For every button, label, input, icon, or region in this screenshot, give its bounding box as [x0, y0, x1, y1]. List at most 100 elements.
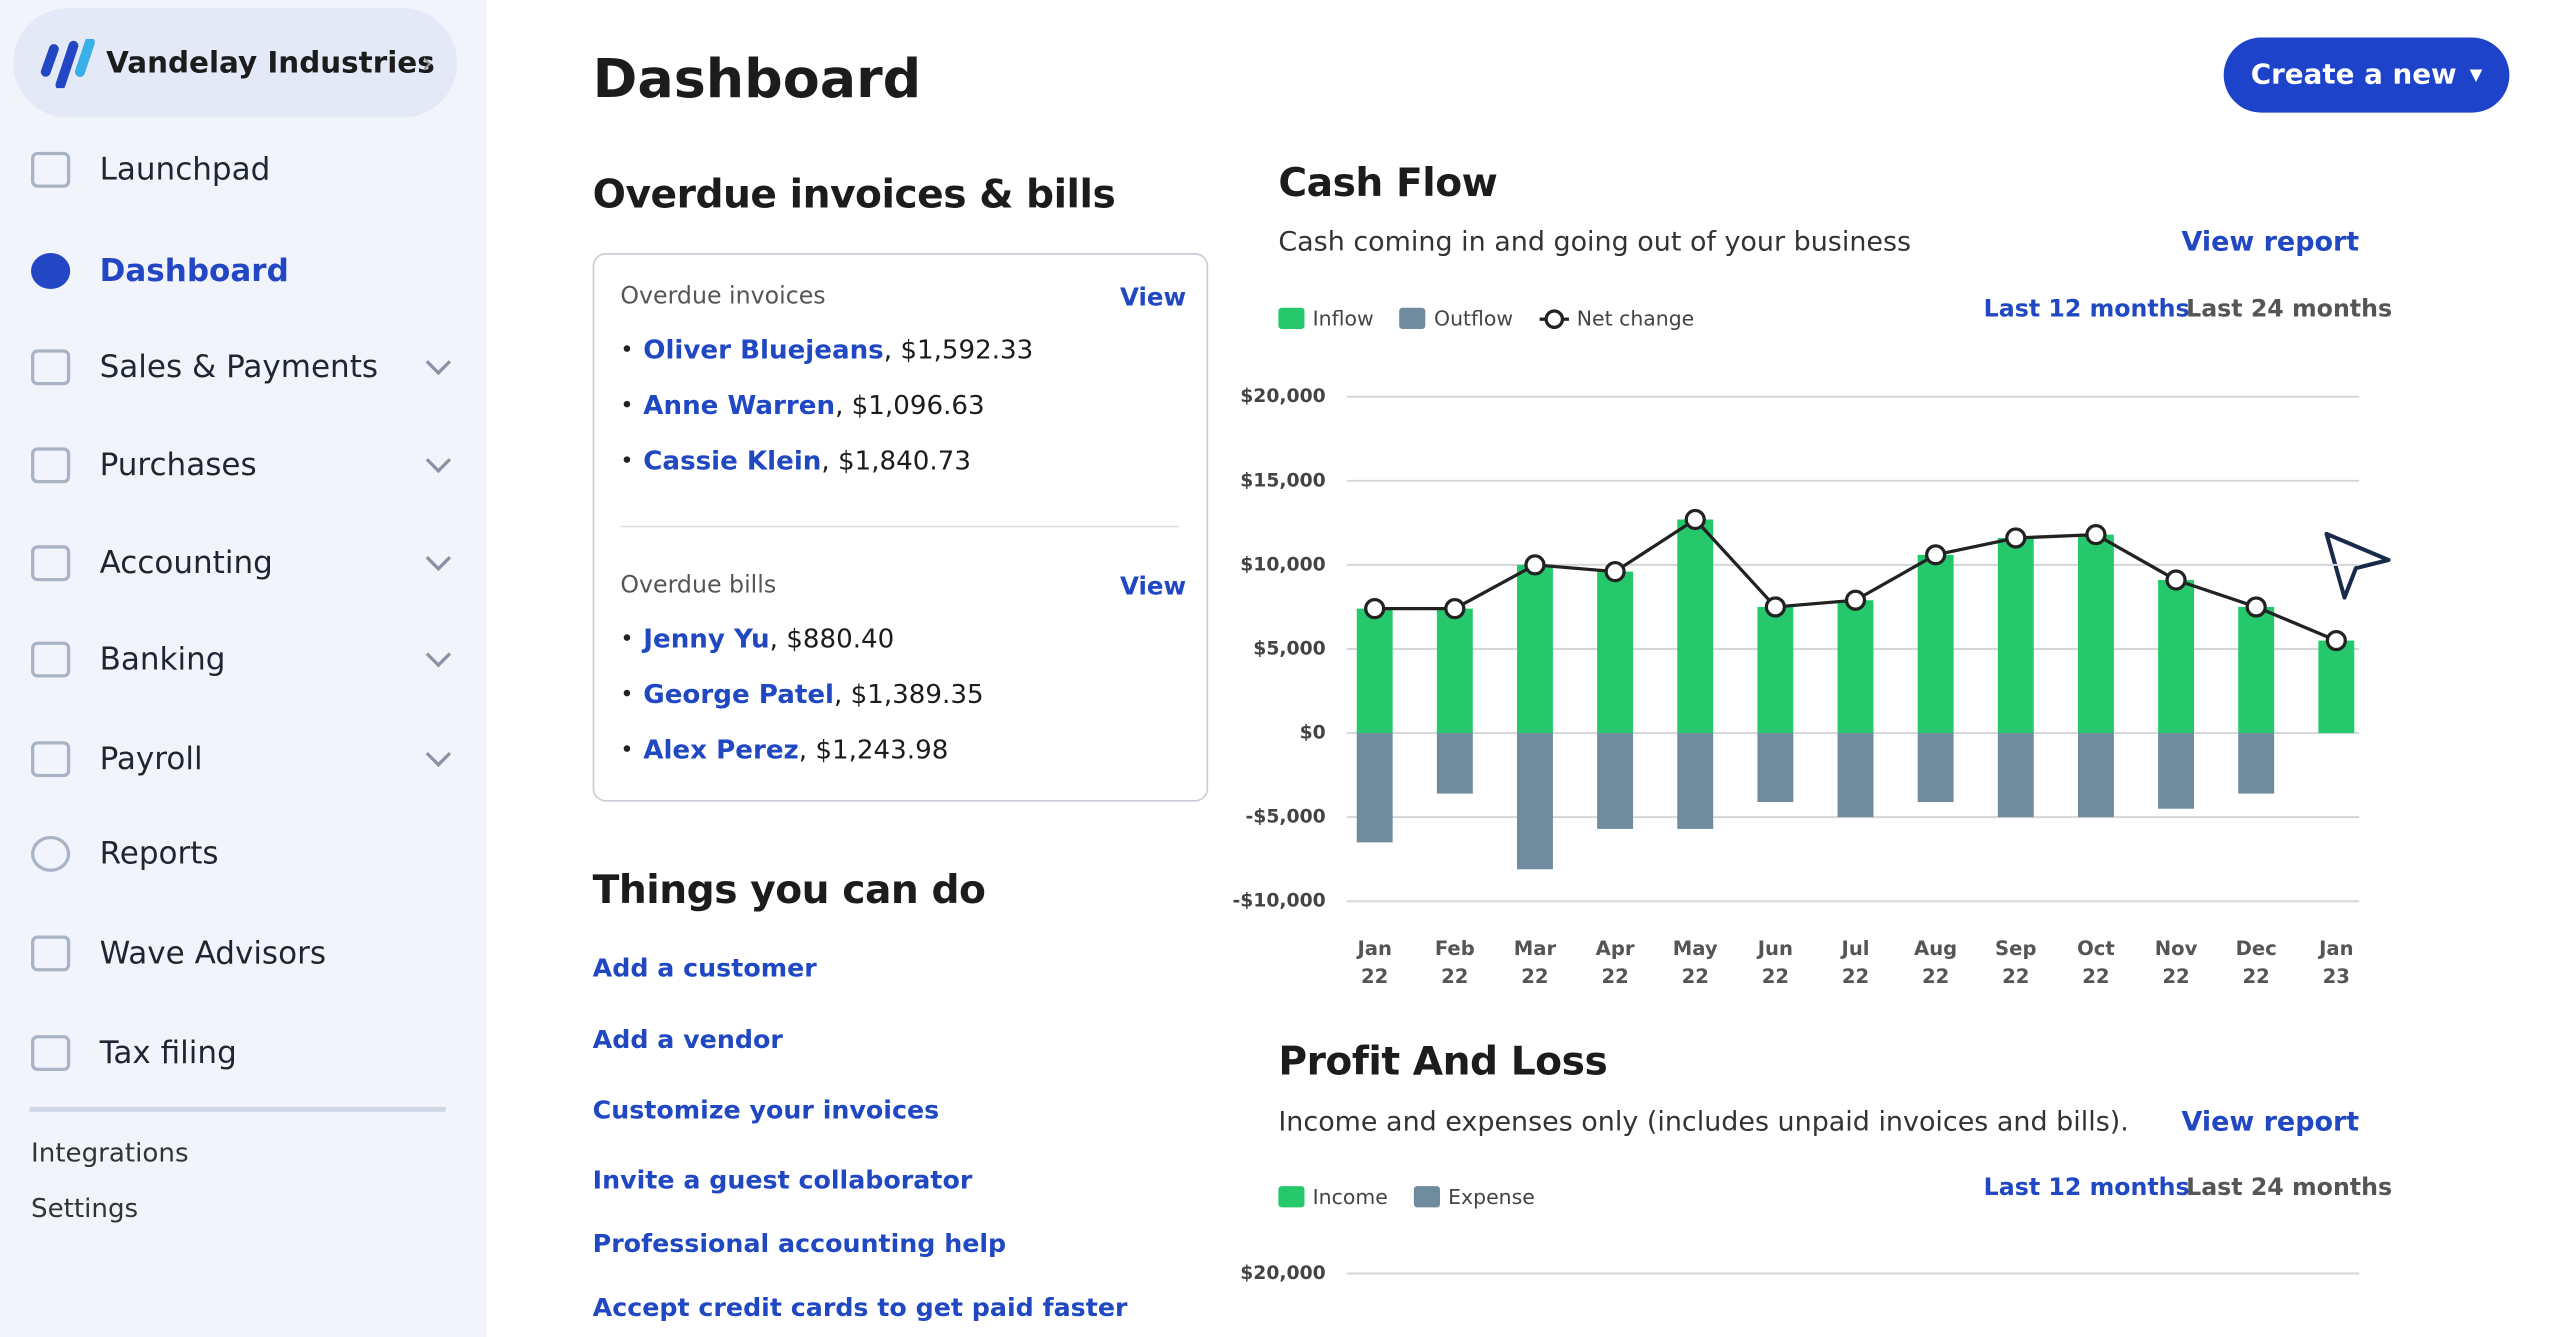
view-report[interactable]: View report — [2181, 226, 2360, 258]
view-link[interactable]: View — [1120, 282, 1187, 312]
bar — [1436, 733, 1473, 794]
x-tick-label: May 22 — [1672, 937, 1718, 988]
legend-swatch — [1278, 307, 1305, 329]
overdue-item: Alex Perez, $1,243.98 — [620, 734, 948, 765]
contact-link[interactable]: Jenny Yu — [643, 622, 770, 654]
bullet — [623, 634, 631, 641]
bullet — [623, 456, 631, 463]
nav-icon — [31, 151, 71, 188]
contact-link[interactable]: Cassie Klein — [643, 444, 822, 476]
bar — [1757, 733, 1794, 803]
bullet — [623, 345, 631, 352]
divider — [620, 525, 1179, 528]
nav-item[interactable]: Payroll — [99, 741, 203, 778]
range-option[interactable]: Last 12 months — [1983, 297, 2190, 324]
overdue-item: Jenny Yu, $880.40 — [620, 623, 894, 654]
action-link[interactable]: Add a vendor — [592, 1025, 783, 1055]
footer-link[interactable]: Settings — [31, 1192, 139, 1224]
bar — [1677, 519, 1714, 734]
business-name: Vandelay Industries — [106, 46, 435, 81]
nav-icon — [31, 641, 71, 678]
x-tick-label: Jan 22 — [1357, 937, 1392, 988]
nav-item[interactable]: Banking — [99, 641, 226, 678]
x-tick-label: Jul 22 — [1841, 937, 1870, 988]
range-option[interactable]: Last 12 months — [1983, 1175, 2190, 1202]
nav-item[interactable]: Reports — [99, 835, 219, 872]
sidebar: Vandelay Industries › Launchpad Dashboard… — [0, 0, 487, 1337]
legend-swatch — [1413, 1186, 1440, 1208]
bar — [2158, 733, 2195, 809]
net-point — [2005, 527, 2027, 549]
logo — [40, 39, 95, 89]
x-tick-label: Nov 22 — [2154, 937, 2198, 988]
create-button[interactable]: Create a new ▼ — [2223, 37, 2510, 113]
contact-link[interactable]: George Patel — [643, 678, 835, 710]
contact-link[interactable]: Anne Warren — [643, 389, 836, 421]
chevron-right: › — [421, 46, 433, 81]
overdue-item: Anne Warren, $1,096.63 — [620, 389, 985, 421]
nav-icon — [31, 935, 71, 972]
action-link[interactable]: Professional accounting help — [592, 1229, 1007, 1259]
amount: , $1,592.33 — [883, 333, 1034, 365]
view-link[interactable]: View — [1120, 571, 1187, 601]
bullet — [623, 745, 631, 752]
bar — [1837, 733, 1874, 818]
page-title: Dashboard — [592, 46, 922, 111]
x-tick-label: Feb 22 — [1434, 937, 1475, 988]
net-point — [1925, 544, 1947, 566]
view-report[interactable]: View report — [2181, 1106, 2360, 1138]
pl-subtitle: Income and expenses only (includes unpai… — [1278, 1106, 2129, 1138]
range-option[interactable]: Last 24 months — [2186, 297, 2393, 324]
x-tick-label: Sep 22 — [1995, 937, 2037, 988]
bar — [2238, 733, 2275, 794]
nav-item[interactable]: Wave Advisors — [99, 935, 326, 972]
legend-item: Expense — [1413, 1184, 1535, 1209]
nav-icon — [31, 1035, 71, 1072]
contact-link[interactable]: Oliver Bluejeans — [643, 333, 884, 365]
nav-item[interactable]: Purchases — [99, 447, 257, 484]
action-link[interactable]: Customize your invoices — [592, 1095, 940, 1125]
x-tick-label: Oct 22 — [2077, 937, 2115, 988]
contact-link[interactable]: Alex Perez — [643, 733, 799, 765]
overdue-label: Overdue invoices — [620, 284, 826, 311]
x-tick-label: Jan 23 — [2319, 937, 2354, 988]
bar — [1597, 571, 1634, 734]
legend-item: Net change — [1539, 306, 1694, 331]
create-label: Create a new — [2250, 58, 2457, 92]
action-link[interactable]: Accept credit cards to get paid faster — [592, 1293, 1128, 1323]
net-point — [1604, 561, 1626, 583]
nav-icon — [31, 835, 71, 872]
bar — [1356, 608, 1393, 734]
bar — [1997, 733, 2034, 818]
legend-swatch — [1399, 307, 1426, 329]
y-tick-label: -$10,000 — [1232, 891, 1325, 912]
footer-link[interactable]: Integrations — [31, 1137, 189, 1169]
bar — [2238, 606, 2275, 734]
bar — [1517, 564, 1553, 734]
y-tick-label: $5,000 — [1253, 638, 1325, 659]
bar — [1917, 733, 1954, 803]
nav-item[interactable]: Dashboard — [99, 253, 289, 289]
nav-item[interactable]: Tax filing — [99, 1035, 237, 1072]
overdue-item: Oliver Bluejeans, $1,592.33 — [620, 334, 1033, 365]
net-point — [1764, 596, 1786, 618]
caret: ▼ — [2469, 66, 2483, 85]
nav-item[interactable]: Accounting — [99, 545, 273, 582]
action-link[interactable]: Invite a guest collaborator — [592, 1165, 973, 1196]
cashflow-subtitle: Cash coming in and going out of your bus… — [1278, 226, 1912, 258]
nav-item[interactable]: Sales & Payments — [99, 349, 379, 386]
action-link[interactable]: Add a customer — [592, 953, 817, 983]
range-option[interactable]: Last 24 months — [2186, 1175, 2393, 1202]
y-tick-label: $10,000 — [1240, 554, 1325, 575]
legend-label: Outflow — [1434, 306, 1514, 331]
bar — [1597, 733, 1634, 829]
legend-label: Expense — [1448, 1184, 1535, 1209]
bullet — [623, 689, 631, 697]
amount: , $1,389.35 — [834, 678, 984, 710]
net-point — [2085, 524, 2107, 546]
x-tick-label: Dec 22 — [2235, 937, 2277, 988]
overdue-title: Overdue invoices & bills — [592, 171, 1116, 218]
nav-item[interactable]: Launchpad — [99, 151, 271, 188]
